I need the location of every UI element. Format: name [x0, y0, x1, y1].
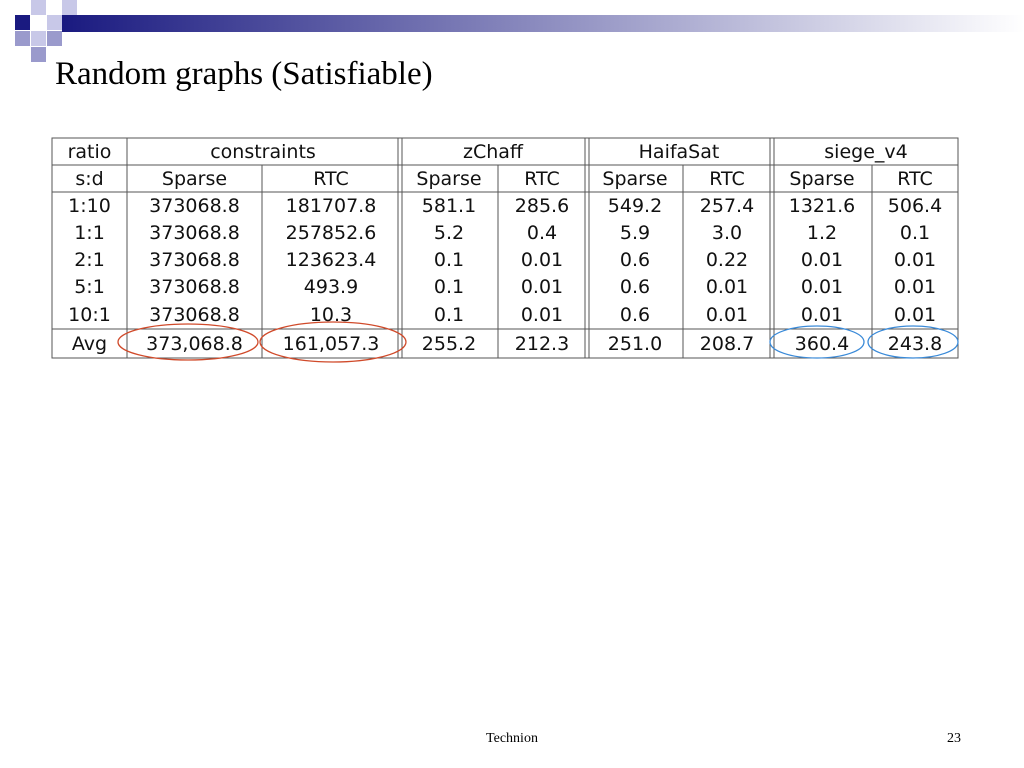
cell: 493.9 — [304, 276, 358, 298]
avg-cell: 251.0 — [608, 333, 662, 355]
cell: 1321.6 — [789, 195, 855, 217]
cell: 0.01 — [706, 276, 748, 298]
slide-title: Random graphs (Satisfiable) — [55, 56, 433, 92]
cell: 1:10 — [68, 195, 111, 217]
cell: 373068.8 — [149, 276, 240, 298]
group-header: zChaff — [463, 141, 524, 163]
avg-cell: Avg — [72, 333, 107, 355]
cell: 0.01 — [706, 304, 748, 326]
cell: 0.01 — [894, 304, 936, 326]
cell: 2:1 — [74, 249, 105, 271]
column-header: s:d — [75, 168, 103, 190]
column-header: Sparse — [602, 168, 667, 190]
avg-cell: 161,057.3 — [283, 333, 380, 355]
group-header: HaifaSat — [639, 141, 720, 163]
cell: 0.4 — [527, 222, 557, 244]
cell: 1:1 — [74, 222, 105, 244]
cell: 0.01 — [894, 249, 936, 271]
cell: 0.22 — [706, 249, 748, 271]
cell: 0.6 — [620, 304, 650, 326]
cell: 123623.4 — [286, 249, 377, 271]
avg-cell: 212.3 — [515, 333, 569, 355]
group-header: constraints — [210, 141, 316, 163]
cell: 0.01 — [521, 249, 563, 271]
group-header: siege_v4 — [824, 141, 907, 163]
column-header: RTC — [897, 168, 933, 190]
cell: 257.4 — [700, 195, 754, 217]
cell: 581.1 — [422, 195, 476, 217]
column-header: RTC — [709, 168, 745, 190]
cell: 0.01 — [801, 304, 843, 326]
cell: 3.0 — [712, 222, 742, 244]
cell: 549.2 — [608, 195, 662, 217]
cell: 0.01 — [801, 276, 843, 298]
cell: 0.01 — [801, 249, 843, 271]
cell: 0.1 — [434, 249, 464, 271]
cell: 1.2 — [807, 222, 837, 244]
decoration — [15, 0, 1024, 62]
cell: 5:1 — [74, 276, 105, 298]
cell: 0.1 — [434, 304, 464, 326]
cell: 0.6 — [620, 276, 650, 298]
cell: 181707.8 — [286, 195, 377, 217]
avg-cell: 243.8 — [888, 333, 942, 355]
cell: 0.01 — [521, 304, 563, 326]
cell: 373068.8 — [149, 195, 240, 217]
cell: 5.9 — [620, 222, 650, 244]
highlights — [117, 321, 959, 363]
avg-cell: 373,068.8 — [146, 333, 243, 355]
cell: 10:1 — [68, 304, 111, 326]
cell: 373068.8 — [149, 249, 240, 271]
cell: 506.4 — [888, 195, 942, 217]
avg-cell: 255.2 — [422, 333, 476, 355]
cell: 0.01 — [521, 276, 563, 298]
column-header: RTC — [313, 168, 349, 190]
cell: 0.6 — [620, 249, 650, 271]
footer-text: Technion — [486, 731, 538, 746]
cell: 373068.8 — [149, 222, 240, 244]
cell: 373068.8 — [149, 304, 240, 326]
cell: 257852.6 — [286, 222, 377, 244]
column-header: Sparse — [789, 168, 854, 190]
column-header: RTC — [524, 168, 560, 190]
page-number: 23 — [947, 731, 961, 746]
cell: 285.6 — [515, 195, 569, 217]
cell: 10.3 — [310, 304, 352, 326]
cell: 0.1 — [900, 222, 930, 244]
column-header: Sparse — [162, 168, 227, 190]
avg-cell: 208.7 — [700, 333, 754, 355]
group-header: ratio — [68, 141, 112, 163]
avg-cell: 360.4 — [795, 333, 849, 355]
table: ratio constraints zChaff HaifaSat siege_v4 s:… — [51, 137, 959, 359]
cell: 0.1 — [434, 276, 464, 298]
column-header: Sparse — [416, 168, 481, 190]
cell: 0.01 — [894, 276, 936, 298]
cell: 5.2 — [434, 222, 464, 244]
